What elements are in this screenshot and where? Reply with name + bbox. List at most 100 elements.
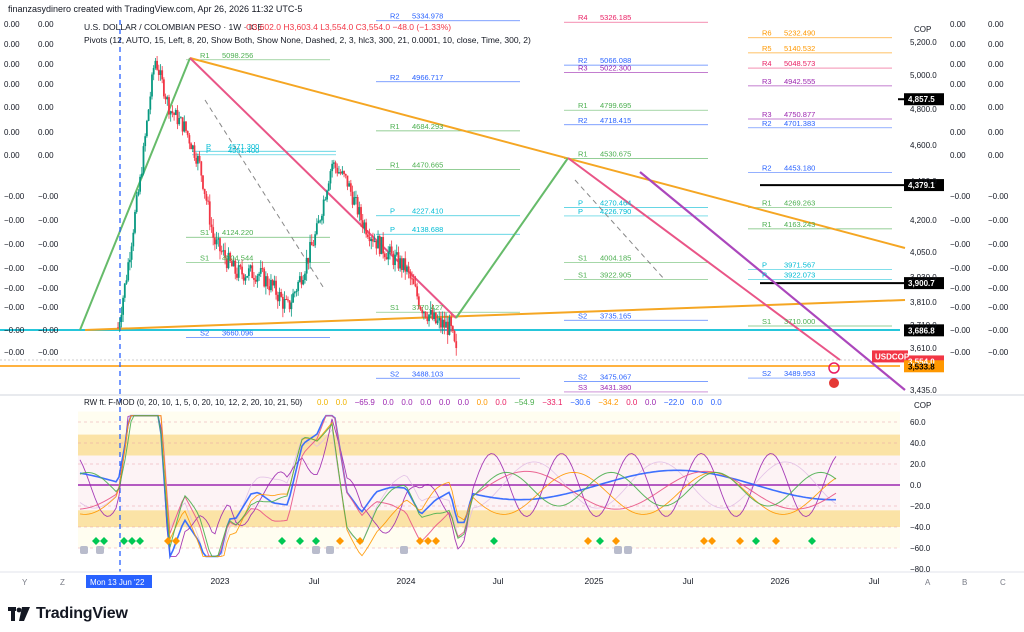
candle-body (351, 191, 354, 205)
candle-body (436, 320, 439, 324)
osc-value: −30.6 (570, 398, 591, 407)
candle-body (411, 278, 413, 280)
price-axis-tick: 3,435.0 (910, 386, 937, 395)
osc-axis-tick: 0.0 (910, 481, 922, 490)
osc-axis-currency: COP (914, 401, 931, 410)
osc-line-green (79, 415, 837, 557)
left-scale-label: 0.00 (38, 128, 54, 137)
candle-body (368, 236, 371, 242)
candle-body (151, 74, 153, 97)
pivot-level-value: 4226.790 (600, 207, 631, 216)
left-scale-label: −0.00 (38, 192, 59, 201)
signal-diamond (708, 537, 716, 545)
candle-body (232, 260, 235, 267)
candle-body (389, 246, 391, 253)
candle-body (423, 311, 425, 314)
pivot-level-value: 4551.400 (228, 146, 259, 155)
candle-body (142, 146, 145, 174)
us-flag-event-icon (829, 378, 839, 388)
candle-body (434, 312, 437, 324)
candle-body (421, 309, 424, 314)
trend-line (455, 157, 569, 319)
left-scale-label: −0.00 (38, 240, 59, 249)
time-axis-label: 2026 (771, 576, 790, 586)
pivot-level-value: 4004.544 (222, 254, 253, 263)
candle-body (363, 222, 366, 229)
pivot-level-value: 3710.000 (784, 317, 815, 326)
pivot-level-tag: P (390, 225, 395, 234)
signal-diamond (336, 537, 344, 545)
pivot-level-tag: R1 (762, 220, 772, 229)
candle-body (372, 238, 374, 242)
right-scale-label: −0.00 (950, 240, 971, 249)
osc-axis-tick: −20.0 (910, 502, 931, 511)
candle-body (157, 69, 160, 75)
candle-body (198, 155, 201, 162)
pivot-level-tag: R1 (390, 122, 400, 131)
candle-body (278, 292, 281, 302)
left-scale-label: −0.00 (4, 303, 25, 312)
candle-body (288, 300, 291, 310)
candle-body (181, 117, 184, 132)
candle-body (118, 322, 121, 328)
candle-body (375, 240, 378, 249)
candle-body (207, 200, 209, 202)
right-scale-label: −0.00 (988, 240, 1009, 249)
right-scale-label: −0.00 (950, 192, 971, 201)
candle-body (424, 311, 427, 318)
tradingview-chart[interactable]: R2 5334.978 R4 5326.185 R6 5232.490 R5 5140.532… (0, 0, 1024, 600)
pivot-level-tag: S3 (578, 383, 587, 392)
candle-body (361, 220, 364, 229)
candle-body (322, 199, 325, 216)
pivot-level-value: 4701.383 (784, 119, 815, 128)
pivot-level-tag: R1 (200, 51, 210, 60)
signal-diamond (490, 537, 498, 545)
candle-body (251, 265, 254, 279)
candle-body (220, 251, 223, 253)
candle-body (261, 268, 264, 270)
candle-body (145, 120, 148, 137)
right-scale-label: −0.00 (988, 192, 1009, 201)
pivot-level-tag: R2 (390, 12, 400, 21)
right-scale-label: 0.00 (988, 40, 1004, 49)
osc-value: −34.2 (598, 398, 619, 407)
candle-body (390, 246, 393, 254)
candle-body (392, 253, 395, 266)
price-badge-bg (904, 93, 944, 106)
signal-diamond (278, 537, 286, 545)
time-axis-label: Jul (493, 576, 504, 586)
left-scale-label: −0.00 (38, 284, 59, 293)
price-badge-bg (904, 324, 944, 337)
price-axis-currency: COP (914, 25, 931, 34)
pivot-level-tag: R2 (578, 56, 588, 65)
candle-body (419, 306, 422, 310)
candle-body (412, 278, 415, 285)
signal-box (326, 546, 334, 554)
candle-body (331, 163, 334, 172)
osc-value: 0.0 (420, 398, 432, 407)
pivot-level-tag: P (762, 271, 767, 280)
osc-value: 0.0 (336, 398, 348, 407)
candle-body (247, 268, 250, 277)
candle-body (312, 245, 315, 247)
pivot-level-tag: R6 (762, 29, 772, 38)
candle-body (280, 292, 283, 297)
candle-body (395, 252, 398, 255)
right-scale-label: 0.00 (950, 128, 966, 137)
pivot-level-value: 3971.567 (784, 260, 815, 269)
right-scale-label: −0.00 (988, 216, 1009, 225)
osc-upper-band (78, 434, 900, 456)
pivot-level-value: 4269.263 (784, 199, 815, 208)
pivot-level-tag: R3 (762, 77, 772, 86)
right-scale-label: −0.00 (950, 348, 971, 357)
pivot-level-tag: S2 (578, 372, 587, 381)
candle-body (164, 96, 167, 100)
candle-body (120, 314, 123, 323)
candle-body (224, 250, 226, 259)
candle-body (161, 70, 164, 80)
osc-axis-tick: 60.0 (910, 418, 926, 427)
candle-body (402, 258, 405, 270)
candle-body (281, 296, 284, 309)
candle-body (219, 238, 221, 252)
right-scale-label: 0.00 (988, 151, 1004, 160)
